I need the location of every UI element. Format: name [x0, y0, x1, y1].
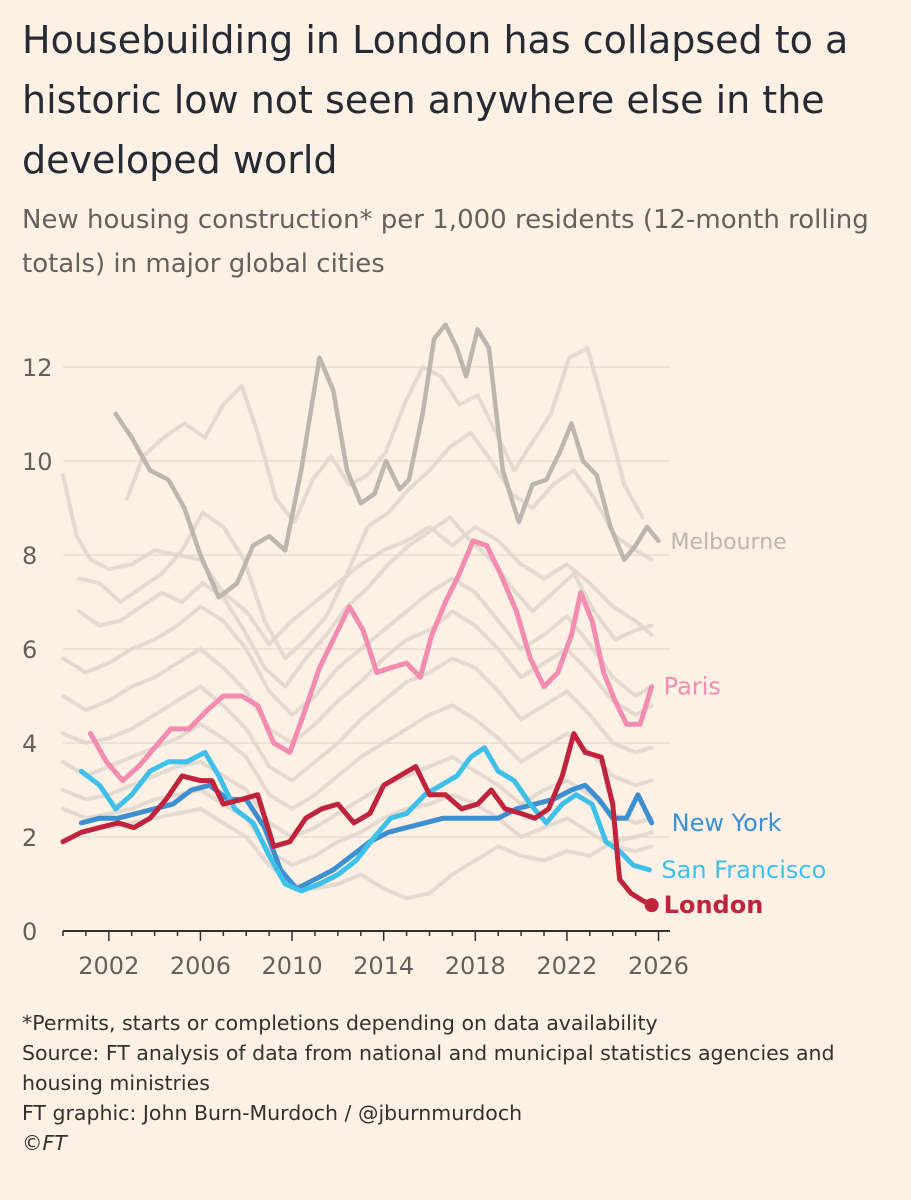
context-line: [77, 430, 654, 661]
copyright: ©FT: [22, 1131, 67, 1155]
x-tick-label: 2018: [445, 952, 506, 980]
chart-title: Housebuilding in London has collapsed to…: [22, 18, 849, 182]
new-york-line: [78, 782, 655, 892]
san-francisco-label: San Francisco: [661, 856, 826, 884]
london-line: [60, 731, 655, 908]
y-tick-label: 8: [22, 542, 37, 570]
london-label: London: [664, 891, 764, 919]
y-tick-label: 0: [22, 918, 37, 946]
x-tick-label: 2006: [170, 952, 231, 980]
paris-label: Paris: [664, 673, 721, 701]
footnote-definition: *Permits, starts or completions dependin…: [22, 1011, 658, 1035]
context-city-lines: [61, 346, 654, 901]
y-tick-label: 12: [22, 354, 53, 382]
context-line: [61, 576, 654, 717]
context-line: [125, 346, 645, 525]
context-line: [61, 609, 654, 745]
context-line: [61, 703, 654, 811]
x-tick-label: 2014: [353, 952, 414, 980]
line-chart: 0 2 4 6 8 10 12 2002 2006 2010 2014 2018 2022 2026 Me…: [22, 322, 826, 980]
source-note: Source: FT analysis of data from nationa…: [22, 1041, 835, 1095]
london-endpoint: [644, 898, 659, 913]
y-tick-label: 6: [22, 636, 37, 664]
context-line: [106, 806, 654, 901]
x-tick-label: 2010: [262, 952, 323, 980]
series-labels: Melbourne Paris New York San Francisco Londo…: [661, 530, 826, 919]
san-francisco-line: [78, 745, 652, 894]
context-line: [61, 473, 654, 647]
x-tick-label: 2026: [628, 952, 689, 980]
melbourne-line: [113, 322, 661, 600]
footer: *Permits, starts or completions dependin…: [22, 1008, 902, 1158]
context-line: [61, 656, 654, 783]
new-york-label: New York: [672, 809, 782, 837]
context-line: [77, 515, 654, 689]
melbourne-label: Melbourne: [671, 530, 787, 555]
highlighted-city-lines: [60, 322, 661, 913]
paris-line: [88, 538, 655, 784]
graphic-credit: FT graphic: John Burn-Murdoch / @jburnmu…: [22, 1101, 523, 1125]
y-tick-label: 10: [22, 448, 53, 476]
y-tick-label: 2: [22, 824, 37, 852]
x-tick-label: 2022: [536, 952, 597, 980]
context-line: [61, 788, 654, 868]
chart-subtitle: New housing construction* per 1,000 resi…: [22, 205, 869, 279]
x-tick-label: 2002: [78, 952, 139, 980]
axes: 0 2 4 6 8 10 12 2002 2006 2010 2014 2018 2022 2026: [22, 354, 689, 980]
y-tick-label: 4: [22, 730, 37, 758]
